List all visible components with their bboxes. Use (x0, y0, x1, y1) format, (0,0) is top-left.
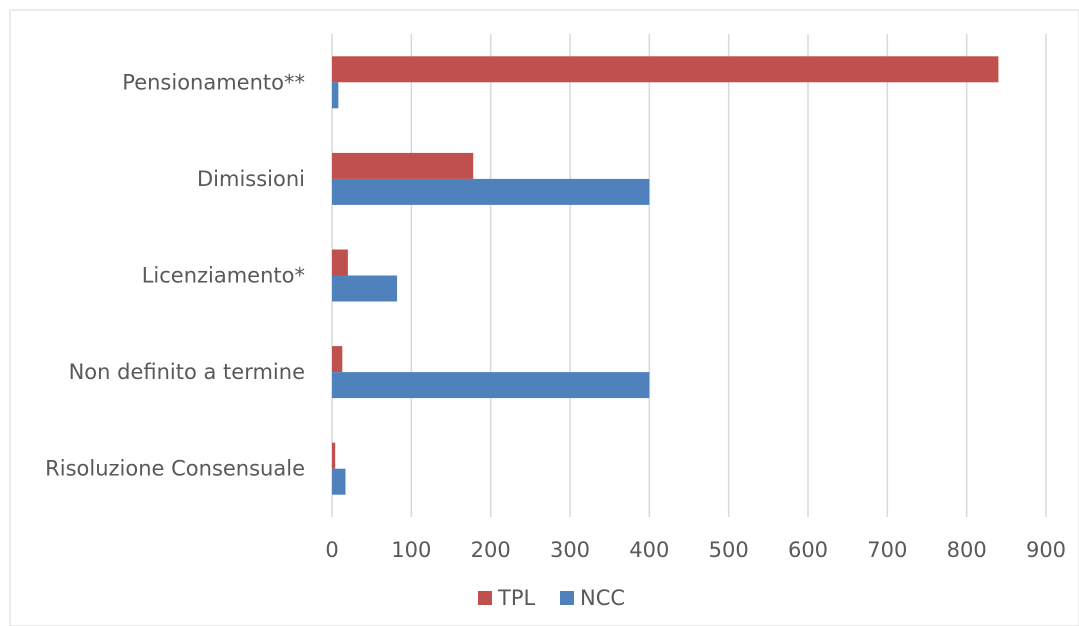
x-tick-label: 700 (867, 538, 907, 562)
bar-ncc-3 (332, 372, 650, 399)
bar-ncc-0 (332, 82, 339, 109)
gridlines (331, 34, 1047, 517)
legend-label-ncc: NCC (580, 586, 625, 610)
bar-tpl-4 (332, 442, 336, 469)
x-tick-label: 800 (947, 538, 987, 562)
bar-ncc-4 (332, 468, 346, 495)
category-label: Non definito a termine (69, 360, 305, 384)
x-tick-label: 400 (629, 538, 669, 562)
x-tick-label: 600 (788, 538, 828, 562)
category-label: Pensionamento** (122, 70, 305, 94)
bar-tpl-0 (332, 56, 999, 83)
x-tick-label: 0 (325, 538, 338, 562)
x-tick-label: 200 (471, 538, 511, 562)
category-label: Dimissioni (197, 167, 305, 191)
category-labels: Pensionamento** Dimissioni Licenziamento* N… (45, 70, 305, 480)
category-label: Licenziamento* (142, 264, 305, 288)
bar-tpl-2 (332, 249, 348, 276)
legend: TPL NCC (478, 586, 625, 610)
category-label: Risoluzione Consensuale (45, 457, 305, 481)
x-tick-label: 100 (391, 538, 431, 562)
x-tick-label: 900 (1026, 538, 1066, 562)
legend-label-tpl: TPL (497, 586, 535, 610)
bar-tpl-1 (332, 152, 474, 179)
chart-frame (9, 9, 1079, 626)
bar-tpl-3 (332, 346, 343, 373)
x-tick-label: 500 (709, 538, 749, 562)
bar-ncc-2 (332, 275, 398, 302)
bars (332, 56, 999, 495)
x-tick-label: 300 (550, 538, 590, 562)
legend-swatch-ncc (560, 591, 574, 605)
legend-swatch-tpl (478, 591, 492, 605)
bar-ncc-1 (332, 178, 650, 205)
x-tick-labels: 0 100 200 300 400 500 600 700 800 900 (325, 538, 1066, 562)
